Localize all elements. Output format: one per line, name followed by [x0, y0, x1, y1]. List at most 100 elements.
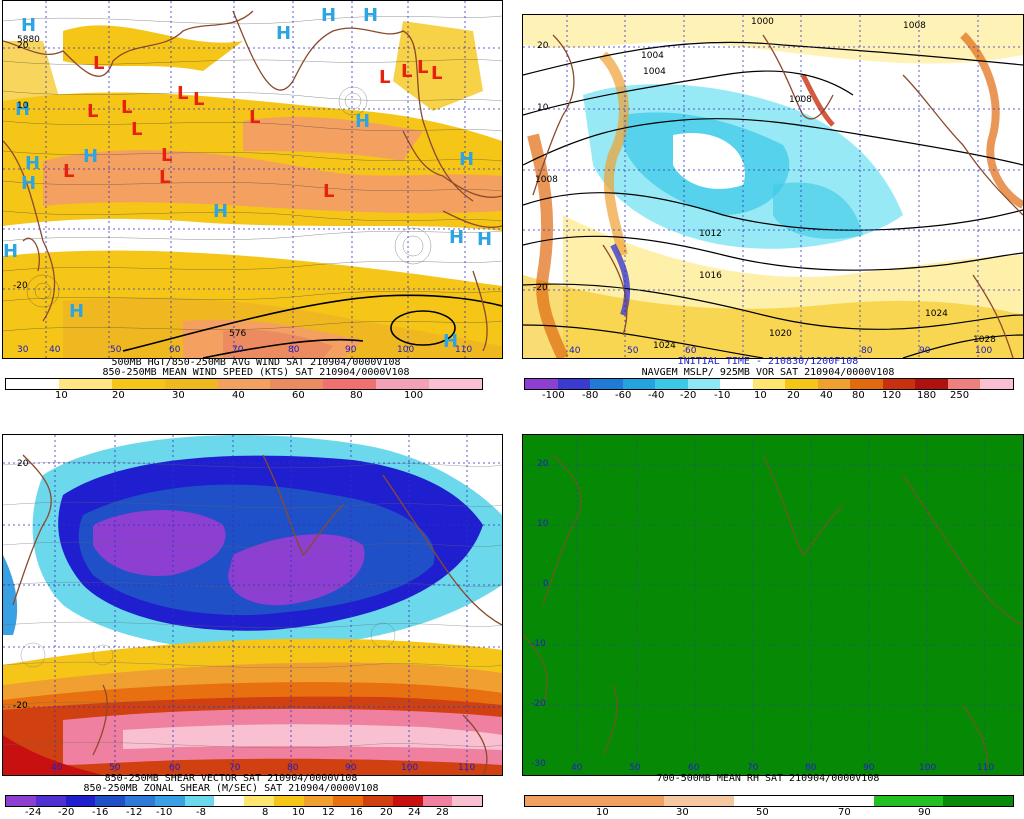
high-pressure-icon: H	[443, 331, 459, 352]
lon-label: 70	[229, 763, 241, 773]
colorbar-label: 20	[787, 390, 800, 400]
colorbar-label: 180	[917, 390, 937, 400]
panel-wind-speed: 5880 576 H H H H H H H H H H H H H H H H…	[0, 0, 512, 400]
low-pressure-icon: L	[121, 97, 133, 118]
low-pressure-icon: L	[417, 57, 429, 78]
colorbar-label: 28	[436, 807, 449, 818]
low-pressure-icon: L	[431, 63, 443, 84]
lon-label: 70	[232, 345, 244, 355]
colorbar-label: 90	[918, 807, 931, 818]
lon-label: 60	[688, 763, 700, 773]
isobar-label: 1000	[751, 17, 774, 27]
low-pressure-icon: L	[131, 119, 143, 140]
high-pressure-icon: H	[477, 229, 493, 250]
panel-caption: 700-500MB MEAN RH SAT 210904/0000V108	[656, 773, 880, 784]
height-label: 5880	[17, 35, 40, 45]
lon-label: 60	[685, 346, 697, 356]
lat-label: -20	[13, 281, 28, 291]
colorbar-label: -12	[126, 807, 143, 818]
colorbar-label: 30	[172, 390, 185, 400]
high-pressure-icon: H	[459, 149, 475, 170]
lat-label: 20	[17, 459, 29, 469]
low-pressure-icon: L	[323, 181, 335, 202]
high-pressure-icon: H	[25, 153, 41, 174]
colorbar-label: -20	[58, 807, 75, 818]
colorbar-label: -20	[680, 390, 697, 400]
lon-label: 90	[863, 763, 875, 773]
panel-mslp-vorticity: 1000 1004 1008 1012 1016 1020 1024 1024 …	[512, 0, 1024, 400]
colorbar-label: 40	[232, 390, 245, 400]
lon-label: 50	[629, 763, 641, 773]
lat-label: -10	[531, 639, 546, 649]
lat-label: 10	[17, 101, 29, 111]
colorbar-label: 10	[292, 807, 305, 818]
lat-label: 20	[17, 41, 29, 51]
panel-caption: 500MB HGT/850-250MB AVG WIND SAT 210904/…	[111, 357, 401, 368]
colorbar-label: -16	[92, 807, 109, 818]
low-pressure-icon: L	[249, 107, 261, 128]
lon-label: 100	[919, 763, 937, 773]
high-pressure-icon: H	[3, 241, 19, 262]
colorbar-label: 8	[262, 807, 269, 818]
isobar-label: 1008	[903, 21, 926, 31]
colorbar-label: 30	[676, 807, 689, 818]
low-pressure-icon: L	[93, 53, 105, 74]
low-pressure-icon: L	[161, 145, 173, 166]
colorbar-label: 16	[350, 807, 363, 818]
lon-label: 30	[17, 345, 29, 355]
lat-label: -30	[531, 759, 546, 769]
map-shear: 20 -20 40 50 60 70 80 90 100 110	[2, 434, 503, 776]
colorbar-label: 50	[756, 807, 769, 818]
lon-label: 80	[805, 763, 817, 773]
low-pressure-icon: L	[177, 83, 189, 104]
lon-label: 40	[49, 345, 61, 355]
isobar-label: 1008	[789, 95, 812, 105]
high-pressure-icon: H	[69, 301, 85, 322]
panel-caption: 850-250MB SHEAR VECTOR SAT 210904/0000V1…	[104, 773, 358, 784]
colorbar-label: 12	[322, 807, 335, 818]
colorbar	[524, 378, 1014, 390]
lon-label: 110	[455, 345, 473, 355]
lon-label: 80	[288, 345, 300, 355]
lat-label: -20	[13, 701, 28, 711]
isobar-label: 1004	[641, 51, 664, 61]
high-pressure-icon: H	[321, 5, 337, 26]
lon-label: 70	[747, 763, 759, 773]
panel-caption: INITIAL TIME - 210830/1200F108	[677, 356, 859, 367]
colorbar-label: -40	[648, 390, 665, 400]
colorbar-label: 100	[404, 390, 424, 400]
low-pressure-icon: L	[87, 101, 99, 122]
lon-label: 60	[169, 345, 181, 355]
colorbar-label: 250	[950, 390, 970, 400]
low-pressure-icon: L	[193, 89, 205, 110]
lon-label: 50	[627, 346, 639, 356]
panel-shear: 20 -20 40 50 60 70 80 90 100 110 850-250…	[0, 410, 512, 819]
vorticity-field	[523, 15, 1023, 358]
colorbar-label: 40	[820, 390, 833, 400]
low-pressure-icon: L	[379, 67, 391, 88]
height-label: 576	[229, 329, 247, 339]
map-relative-humidity: 20 10 0 -10 -20 -30 40 50 60 70 80 90 10…	[522, 434, 1024, 776]
isobar-label: 1024	[653, 341, 676, 351]
isobar-label: 1028	[973, 335, 996, 345]
high-pressure-icon: H	[21, 173, 37, 194]
colorbar-label: -8	[196, 807, 206, 818]
colorbar-label: 70	[838, 807, 851, 818]
panel-relative-humidity: 20 10 0 -10 -20 -30 40 50 60 70 80 90 10…	[512, 410, 1024, 819]
isobar-label: 1012	[699, 229, 722, 239]
colorbar-label: 60	[292, 390, 305, 400]
colorbar	[5, 378, 483, 390]
lon-label: 90	[345, 763, 357, 773]
colorbar-label: -10	[156, 807, 173, 818]
lon-label: 110	[977, 763, 995, 773]
high-pressure-icon: H	[363, 5, 379, 26]
colorbar-label: 20	[380, 807, 393, 818]
isobar-label: 1016	[699, 271, 722, 281]
colorbar-label: -24	[25, 807, 42, 818]
lon-label: 100	[975, 346, 993, 356]
lon-label: 100	[401, 763, 419, 773]
panel-caption: 850-250MB MEAN WIND SPEED (KTS) SAT 2109…	[102, 367, 410, 378]
low-pressure-icon: L	[401, 61, 413, 82]
colorbar-label: 120	[882, 390, 902, 400]
high-pressure-icon: H	[213, 201, 229, 222]
